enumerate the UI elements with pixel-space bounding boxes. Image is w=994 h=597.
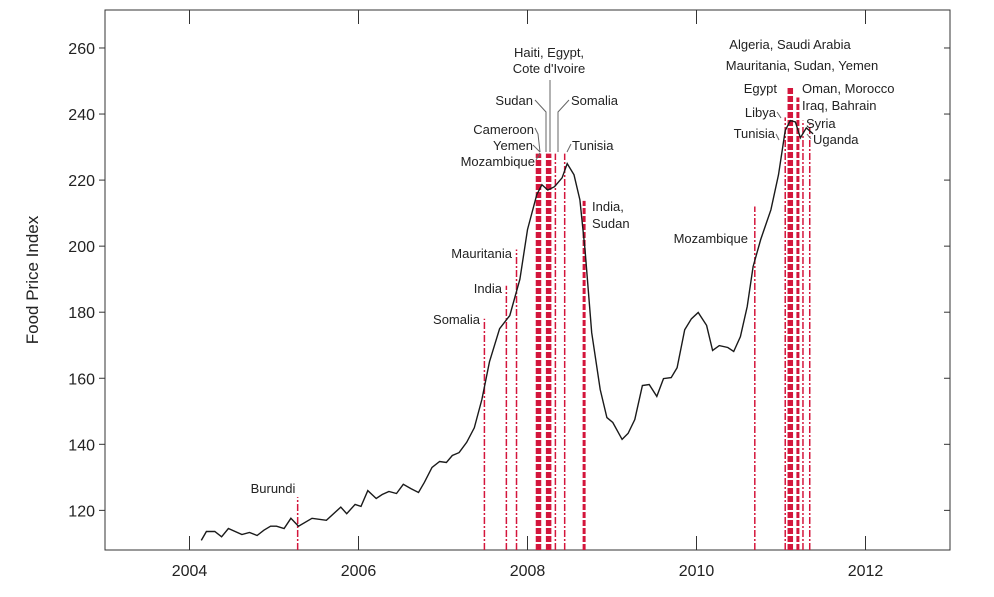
- ann-mozambique-2008: Mozambique: [461, 154, 535, 169]
- axes: 120 140 160 180 200 220 240 260 2004 2006 2008 2010…: [68, 10, 950, 580]
- ann-uganda: Uganda: [813, 132, 859, 147]
- x-tick-label: 2006: [341, 563, 377, 580]
- x-tick-label: 2008: [510, 563, 546, 580]
- ann-haiti-1: Haiti, Egypt,: [514, 45, 584, 60]
- ann-burundi: Burundi: [251, 481, 296, 496]
- y-tick-label: 200: [68, 239, 95, 256]
- ann-libya: Libya: [745, 105, 777, 120]
- ann-somalia-2007: Somalia: [433, 312, 481, 327]
- y-tick-label: 160: [68, 371, 95, 388]
- leader-uganda: [806, 133, 812, 140]
- ann-egypt-2011: Egypt: [744, 81, 778, 96]
- annotations: Burundi Somalia India Mauritania Haiti, …: [251, 37, 895, 496]
- leader-cameroon: [534, 127, 541, 153]
- ann-somalia-2008: Somalia: [571, 93, 619, 108]
- series-line: [200, 119, 814, 541]
- ann-india-sudan-1: India,: [592, 199, 624, 214]
- annotation-leaders: [532, 80, 812, 161]
- ann-mozambique-2010: Mozambique: [674, 231, 748, 246]
- event-lines: [296, 87, 811, 550]
- ann-cameroon: Cameroon: [473, 122, 534, 137]
- y-tick-label: 140: [68, 437, 95, 454]
- ann-syria: Syria: [806, 116, 836, 131]
- leader-tunisia11: [775, 133, 780, 141]
- y-tick-label: 220: [68, 173, 95, 190]
- ann-mauritania-2011: Mauritania, Sudan, Yemen: [726, 58, 879, 73]
- leader-somalia: [557, 99, 570, 152]
- x-tick-label: 2012: [848, 563, 884, 580]
- ann-india-sudan-2: Sudan: [592, 216, 630, 231]
- ann-tunisia-2008: Tunisia: [572, 138, 614, 153]
- y-tick-label: 260: [68, 41, 95, 58]
- ann-oman-morocco: Oman, Morocco: [802, 81, 894, 96]
- ann-mauritania-2007: Mauritania: [451, 246, 512, 261]
- leader-sudan: [534, 99, 547, 152]
- ann-tunisia-2011: Tunisia: [734, 126, 776, 141]
- ann-haiti-2: Cote d'Ivoire: [513, 61, 586, 76]
- ann-iraq-bahrain: Iraq, Bahrain: [802, 98, 876, 113]
- leader-libya: [776, 111, 782, 119]
- leader-mozambique: [535, 152, 541, 161]
- y-axis-label: Food Price Index: [23, 215, 42, 344]
- y-tick-label: 240: [68, 107, 95, 124]
- y-tick-label: 120: [68, 503, 95, 520]
- ann-yemen-2008: Yemen: [493, 138, 533, 153]
- ann-sudan-2008: Sudan: [495, 93, 533, 108]
- y-tick-label: 180: [68, 305, 95, 322]
- leader-yemen: [532, 144, 541, 153]
- x-tick-label: 2010: [679, 563, 715, 580]
- ann-india-2007: India: [474, 281, 503, 296]
- x-tick-label: 2004: [172, 563, 208, 580]
- ann-algeria: Algeria, Saudi Arabia: [729, 37, 851, 52]
- leader-tunisia08: [566, 143, 572, 153]
